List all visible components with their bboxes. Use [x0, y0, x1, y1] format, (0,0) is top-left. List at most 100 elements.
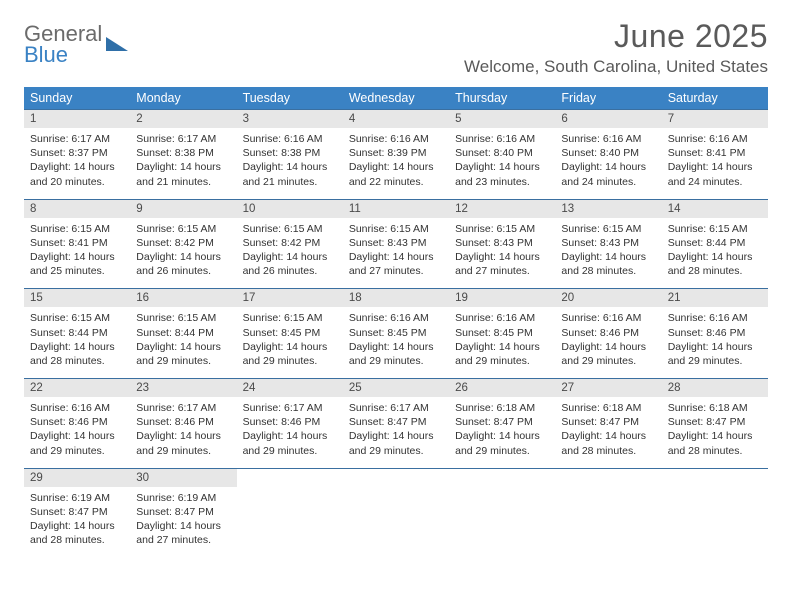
day-ss: Sunset: 8:43 PM: [561, 236, 655, 250]
day-d2: and 29 minutes.: [136, 444, 230, 458]
day-data-cell: [343, 487, 449, 558]
day-d1: Daylight: 14 hours: [561, 160, 655, 174]
day-sr: Sunrise: 6:17 AM: [30, 132, 124, 146]
day-number-cell: 20: [555, 289, 661, 308]
day-data-cell: Sunrise: 6:16 AMSunset: 8:40 PMDaylight:…: [449, 128, 555, 199]
day-data-cell: Sunrise: 6:19 AMSunset: 8:47 PMDaylight:…: [130, 487, 236, 558]
day-d2: and 28 minutes.: [668, 444, 762, 458]
day-ss: Sunset: 8:44 PM: [136, 326, 230, 340]
day-sr: Sunrise: 6:15 AM: [349, 222, 443, 236]
day-data-cell: Sunrise: 6:15 AMSunset: 8:44 PMDaylight:…: [24, 307, 130, 378]
day-d1: Daylight: 14 hours: [30, 250, 124, 264]
day-d1: Daylight: 14 hours: [243, 429, 337, 443]
day-sr: Sunrise: 6:15 AM: [243, 311, 337, 325]
day-sr: Sunrise: 6:15 AM: [668, 222, 762, 236]
day-data-cell: Sunrise: 6:15 AMSunset: 8:44 PMDaylight:…: [662, 218, 768, 289]
day-d1: Daylight: 14 hours: [668, 340, 762, 354]
day-ss: Sunset: 8:46 PM: [668, 326, 762, 340]
day-ss: Sunset: 8:47 PM: [455, 415, 549, 429]
day-number-cell: 12: [449, 199, 555, 218]
day-number-cell: [237, 468, 343, 487]
dow-thursday: Thursday: [449, 87, 555, 110]
day-d2: and 29 minutes.: [455, 444, 549, 458]
day-data-cell: Sunrise: 6:16 AMSunset: 8:45 PMDaylight:…: [343, 307, 449, 378]
day-number-cell: [343, 468, 449, 487]
day-d2: and 28 minutes.: [561, 444, 655, 458]
day-ss: Sunset: 8:46 PM: [243, 415, 337, 429]
day-data-cell: Sunrise: 6:15 AMSunset: 8:43 PMDaylight:…: [343, 218, 449, 289]
day-ss: Sunset: 8:38 PM: [243, 146, 337, 160]
day-d2: and 28 minutes.: [30, 354, 124, 368]
day-d1: Daylight: 14 hours: [30, 519, 124, 533]
day-d2: and 29 minutes.: [561, 354, 655, 368]
day-data-cell: [237, 487, 343, 558]
day-d2: and 26 minutes.: [136, 264, 230, 278]
day-d1: Daylight: 14 hours: [668, 429, 762, 443]
day-number-cell: 23: [130, 379, 236, 398]
day-data-cell: Sunrise: 6:15 AMSunset: 8:44 PMDaylight:…: [130, 307, 236, 378]
day-data-cell: Sunrise: 6:16 AMSunset: 8:41 PMDaylight:…: [662, 128, 768, 199]
day-data-cell: Sunrise: 6:16 AMSunset: 8:46 PMDaylight:…: [24, 397, 130, 468]
day-data-cell: Sunrise: 6:16 AMSunset: 8:45 PMDaylight:…: [449, 307, 555, 378]
day-data-cell: Sunrise: 6:15 AMSunset: 8:41 PMDaylight:…: [24, 218, 130, 289]
day-d2: and 21 minutes.: [136, 175, 230, 189]
dow-friday: Friday: [555, 87, 661, 110]
day-data-cell: [555, 487, 661, 558]
day-number-cell: [662, 468, 768, 487]
day-sr: Sunrise: 6:19 AM: [136, 491, 230, 505]
day-number-cell: 28: [662, 379, 768, 398]
day-number-cell: 25: [343, 379, 449, 398]
day-sr: Sunrise: 6:15 AM: [30, 311, 124, 325]
day-number-cell: 16: [130, 289, 236, 308]
day-d2: and 23 minutes.: [455, 175, 549, 189]
day-data-row: Sunrise: 6:17 AMSunset: 8:37 PMDaylight:…: [24, 128, 768, 199]
day-data-cell: Sunrise: 6:18 AMSunset: 8:47 PMDaylight:…: [555, 397, 661, 468]
day-data-cell: Sunrise: 6:15 AMSunset: 8:43 PMDaylight:…: [449, 218, 555, 289]
day-data-cell: Sunrise: 6:18 AMSunset: 8:47 PMDaylight:…: [662, 397, 768, 468]
day-d2: and 27 minutes.: [136, 533, 230, 547]
day-d1: Daylight: 14 hours: [561, 340, 655, 354]
day-d1: Daylight: 14 hours: [136, 519, 230, 533]
day-data-row: Sunrise: 6:15 AM Sunset: 8:44 PM Daylight:…: [24, 307, 768, 378]
day-number-cell: 26: [449, 379, 555, 398]
day-sr: Sunrise: 6:16 AM: [349, 311, 443, 325]
day-ss: Sunset: 8:41 PM: [668, 146, 762, 160]
day-d1: Daylight: 14 hours: [243, 340, 337, 354]
day-d1: Daylight: 14 hours: [136, 250, 230, 264]
day-d1: Daylight: 14 hours: [561, 250, 655, 264]
day-ss: Sunset: 8:43 PM: [349, 236, 443, 250]
day-d2: and 29 minutes.: [349, 444, 443, 458]
day-d2: and 29 minutes.: [136, 354, 230, 368]
day-sr: Sunrise: 6:16 AM: [561, 132, 655, 146]
day-number-cell: 13: [555, 199, 661, 218]
sail-icon: [106, 37, 128, 51]
day-ss: Sunset: 8:43 PM: [455, 236, 549, 250]
day-number-cell: 14: [662, 199, 768, 218]
day-d2: and 29 minutes.: [243, 444, 337, 458]
day-d2: and 29 minutes.: [668, 354, 762, 368]
header: General Blue June 2025 Welcome, South Ca…: [24, 18, 768, 77]
day-d2: and 28 minutes.: [30, 533, 124, 547]
day-d2: and 26 minutes.: [243, 264, 337, 278]
day-data-row: Sunrise: 6:16 AMSunset: 8:46 PMDaylight:…: [24, 397, 768, 468]
day-number-row: 22232425262728: [24, 379, 768, 398]
day-d2: and 20 minutes.: [30, 175, 124, 189]
day-d1: Daylight: 14 hours: [455, 340, 549, 354]
day-d1: Daylight: 14 hours: [455, 429, 549, 443]
day-sr: Sunrise: 6:18 AM: [455, 401, 549, 415]
day-d1: Daylight: 14 hours: [30, 160, 124, 174]
day-number-row: 1234567: [24, 110, 768, 129]
location: Welcome, South Carolina, United States: [464, 57, 768, 77]
dow-saturday: Saturday: [662, 87, 768, 110]
day-number-row: 891011121314: [24, 199, 768, 218]
day-data-cell: [449, 487, 555, 558]
day-ss: Sunset: 8:46 PM: [136, 415, 230, 429]
day-sr: Sunrise: 6:15 AM: [30, 222, 124, 236]
day-ss: Sunset: 8:47 PM: [349, 415, 443, 429]
day-ss: Sunset: 8:40 PM: [455, 146, 549, 160]
day-data-cell: Sunrise: 6:16 AMSunset: 8:46 PMDaylight:…: [555, 307, 661, 378]
day-ss: Sunset: 8:42 PM: [136, 236, 230, 250]
day-number-cell: 3: [237, 110, 343, 129]
dow-sunday: Sunday: [24, 87, 130, 110]
day-sr: Sunrise: 6:16 AM: [349, 132, 443, 146]
